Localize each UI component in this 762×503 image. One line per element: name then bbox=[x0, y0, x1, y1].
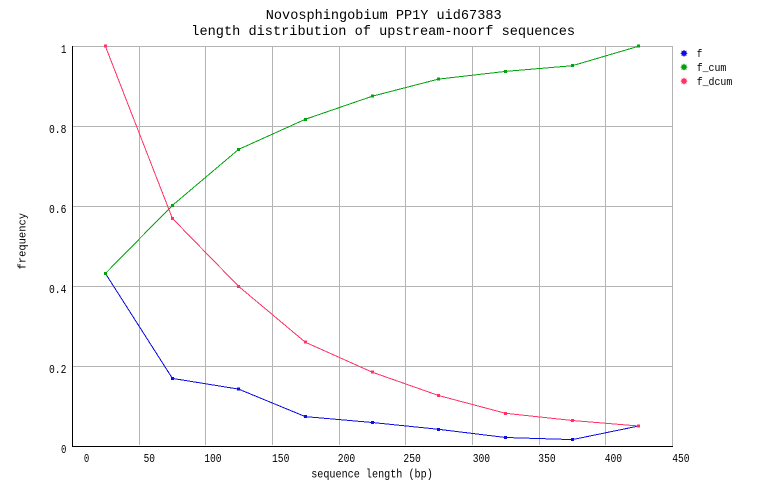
svg-text:frequency: frequency bbox=[18, 213, 30, 270]
svg-text:1: 1 bbox=[61, 43, 66, 57]
svg-text:450: 450 bbox=[672, 452, 689, 466]
svg-text:f_dcum: f_dcum bbox=[697, 77, 733, 89]
svg-text:0: 0 bbox=[61, 443, 66, 457]
svg-text:sequence length (bp): sequence length (bp) bbox=[311, 467, 433, 481]
svg-text:0.4: 0.4 bbox=[49, 283, 66, 297]
svg-text:300: 300 bbox=[473, 452, 490, 466]
svg-text:400: 400 bbox=[605, 452, 622, 466]
svg-text:100: 100 bbox=[204, 452, 221, 466]
svg-text:200: 200 bbox=[338, 452, 355, 466]
svg-text:250: 250 bbox=[403, 452, 420, 466]
svg-text:f: f bbox=[697, 49, 703, 61]
svg-text:Novosphingobium PP1Y uid67383: Novosphingobium PP1Y uid67383 bbox=[266, 9, 502, 24]
svg-text:0.8: 0.8 bbox=[49, 123, 66, 137]
svg-text:0.6: 0.6 bbox=[49, 203, 66, 217]
svg-text:f_cum: f_cum bbox=[697, 63, 727, 75]
svg-text:0: 0 bbox=[84, 452, 89, 466]
svg-text:350: 350 bbox=[538, 452, 555, 466]
svg-text:50: 50 bbox=[144, 452, 155, 466]
svg-text:150: 150 bbox=[272, 452, 289, 466]
svg-text:0.2: 0.2 bbox=[49, 363, 66, 377]
svg-text:length distribution of upstrea: length distribution of upstream-noorf se… bbox=[191, 25, 575, 40]
